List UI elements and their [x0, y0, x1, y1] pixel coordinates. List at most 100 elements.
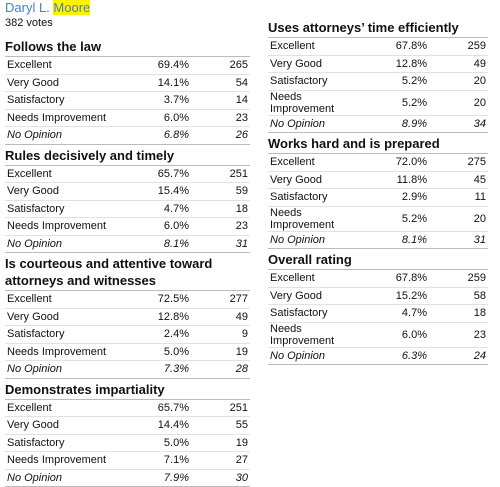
count: 20: [429, 73, 488, 91]
percent: 12.8%: [127, 308, 191, 326]
count: 275: [429, 154, 488, 171]
section-title: Is courteous and attentive toward attorn…: [5, 253, 250, 291]
count: 24: [429, 347, 488, 365]
percent: 5.2%: [365, 206, 429, 231]
count: 277: [191, 291, 250, 308]
percent: 3.7%: [127, 92, 191, 110]
percent: 72.0%: [365, 154, 429, 171]
rating-label: Satisfactory: [268, 189, 365, 207]
count: 18: [191, 200, 250, 218]
section-title: Overall rating: [268, 249, 488, 270]
count: 20: [429, 206, 488, 231]
count: 259: [429, 38, 488, 55]
count: 19: [191, 434, 250, 452]
count: 19: [191, 343, 250, 361]
percent: 14.4%: [127, 417, 191, 435]
section-title: Rules decisively and timely: [5, 145, 250, 166]
count: 30: [191, 469, 250, 487]
percent: 5.0%: [127, 434, 191, 452]
rating-label: Needs Improvement: [5, 343, 127, 361]
rating-label: Needs Improvement: [5, 218, 127, 236]
rating-label: Satisfactory: [5, 92, 127, 110]
count: 23: [191, 218, 250, 236]
rating-label: No Opinion: [5, 361, 127, 379]
count: 9: [191, 326, 250, 344]
count: 23: [429, 322, 488, 347]
section-title: Demonstrates impartiality: [5, 379, 250, 400]
last-name: Moore: [53, 0, 90, 15]
percent: 6.0%: [127, 218, 191, 236]
section-title: Follows the law: [5, 36, 250, 57]
count: 23: [191, 109, 250, 127]
count: 11: [429, 189, 488, 207]
percent: 65.7%: [127, 400, 191, 417]
rating-label: No Opinion: [268, 115, 365, 133]
page: Daryl L. Moore 382 votes Follows the law…: [0, 0, 500, 461]
rating-label: Very Good: [268, 55, 365, 73]
percent: 8.1%: [127, 235, 191, 253]
count: 251: [191, 166, 250, 183]
rating-label: Needs Improvement: [268, 90, 365, 115]
section-title: Uses attorneys’ time efficiently: [268, 17, 488, 38]
count: 26: [191, 127, 250, 145]
count: 251: [191, 400, 250, 417]
percent: 11.8%: [365, 171, 429, 189]
rating-label: No Opinion: [268, 231, 365, 249]
rating-label: Excellent: [268, 270, 365, 287]
count: 259: [429, 270, 488, 287]
percent: 6.3%: [365, 347, 429, 365]
rating-label: No Opinion: [5, 127, 127, 145]
section-title: Works hard and is prepared: [268, 133, 488, 154]
percent: 2.9%: [365, 189, 429, 207]
judge-name: Daryl L. Moore: [5, 0, 90, 16]
percent: 6.8%: [127, 127, 191, 145]
count: 20: [429, 90, 488, 115]
rating-label: Excellent: [5, 166, 127, 183]
rating-label: Very Good: [268, 287, 365, 305]
rating-label: Excellent: [268, 154, 365, 171]
rating-label: Needs Improvement: [268, 206, 365, 231]
rating-label: Needs Improvement: [5, 109, 127, 127]
rating-label: Excellent: [5, 291, 127, 308]
rating-label: Satisfactory: [5, 434, 127, 452]
rating-label: Satisfactory: [268, 73, 365, 91]
count: 45: [429, 171, 488, 189]
rating-label: Very Good: [5, 417, 127, 435]
percent: 14.1%: [127, 74, 191, 92]
percent: 2.4%: [127, 326, 191, 344]
rating-label: No Opinion: [5, 235, 127, 253]
percent: 5.0%: [127, 343, 191, 361]
percent: 4.7%: [365, 305, 429, 323]
percent: 12.8%: [365, 55, 429, 73]
percent: 65.7%: [127, 166, 191, 183]
percent: 15.4%: [127, 183, 191, 201]
